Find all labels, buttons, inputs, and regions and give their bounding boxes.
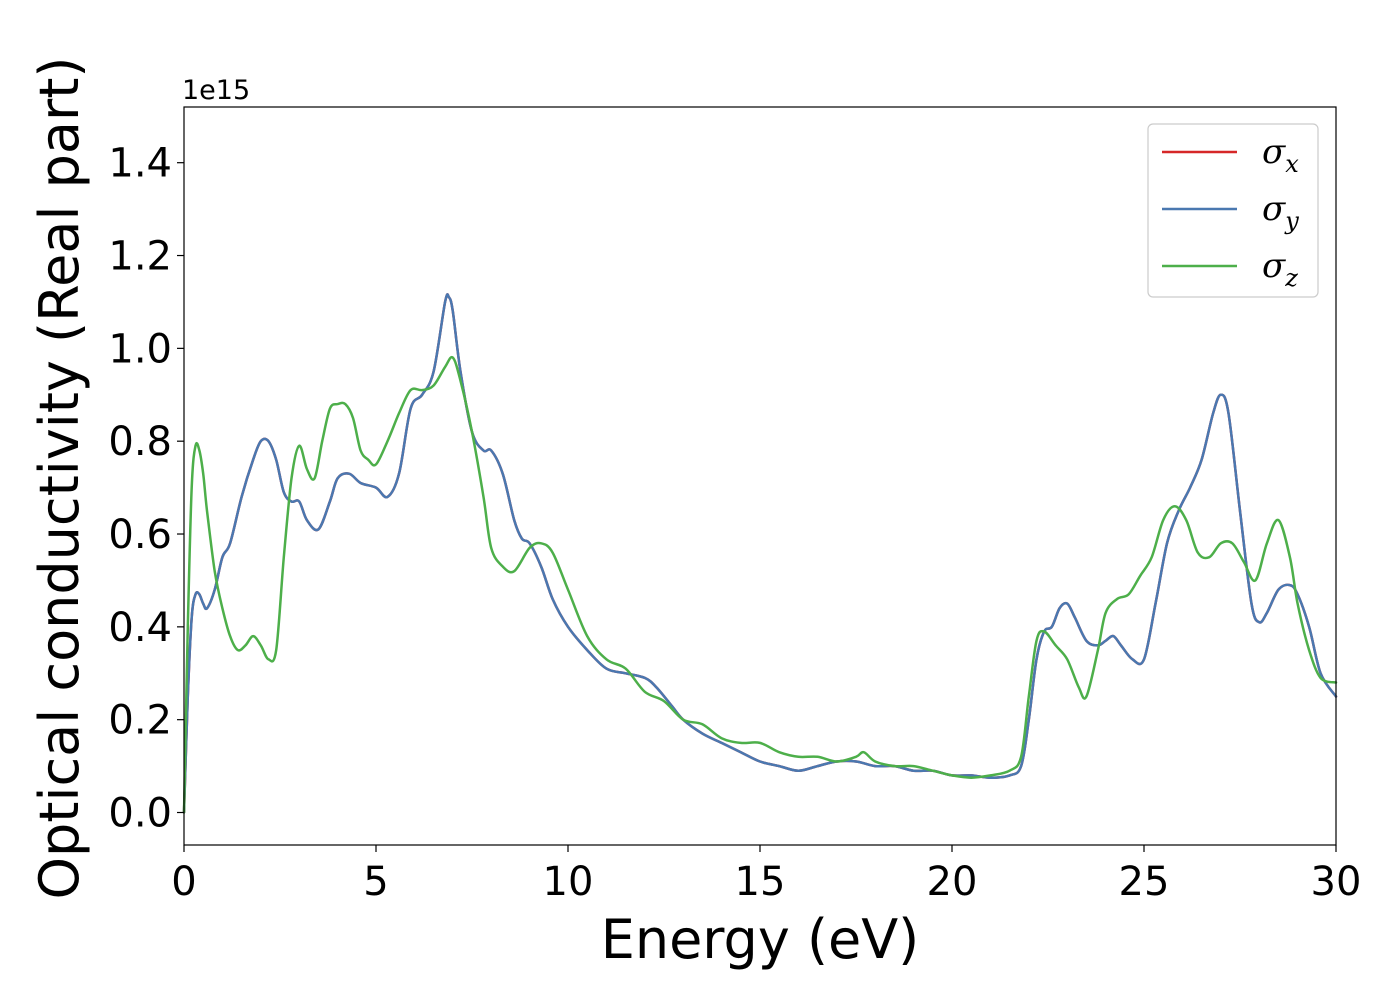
series-layer <box>182 293 1338 814</box>
y-tick-label: 0.4 <box>108 605 172 651</box>
y-tick-label: 0.6 <box>108 512 172 558</box>
legend-label-sigma-y: σy <box>1262 189 1299 235</box>
y-tick-label: 1.2 <box>108 234 172 280</box>
x-tick-label: 25 <box>1119 859 1170 905</box>
legend: σx σy σz <box>1147 123 1319 298</box>
x-tick-label: 10 <box>543 859 594 905</box>
y-tick-label: 0.8 <box>108 419 172 465</box>
legend-box <box>1147 123 1319 298</box>
y-tick-label: 1.4 <box>108 141 172 187</box>
x-tick-label: 15 <box>735 859 786 905</box>
x-tick-label: 5 <box>363 859 388 905</box>
series-line-sigma-z <box>182 355 1338 814</box>
y-axis-offset-label: 1e15 <box>182 75 250 106</box>
legend-label-sigma-x: σx <box>1262 132 1299 178</box>
x-axis-ticks: 0 5 10 15 20 25 30 <box>171 845 1361 905</box>
y-axis-ticks: 0.0 0.2 0.4 0.6 0.8 1.0 1.2 1.4 <box>108 141 184 837</box>
legend-label-sigma-z: σz <box>1262 246 1298 292</box>
y-axis-label: Optical conductivity (Real part) <box>28 57 91 900</box>
x-tick-label: 30 <box>1311 859 1362 905</box>
y-tick-label: 0.2 <box>108 698 172 744</box>
y-tick-label: 0.0 <box>108 791 172 837</box>
y-tick-label: 1.0 <box>108 326 172 372</box>
x-tick-label: 20 <box>927 859 978 905</box>
x-tick-label: 0 <box>171 859 196 905</box>
x-axis-label: Energy (eV) <box>601 908 920 971</box>
